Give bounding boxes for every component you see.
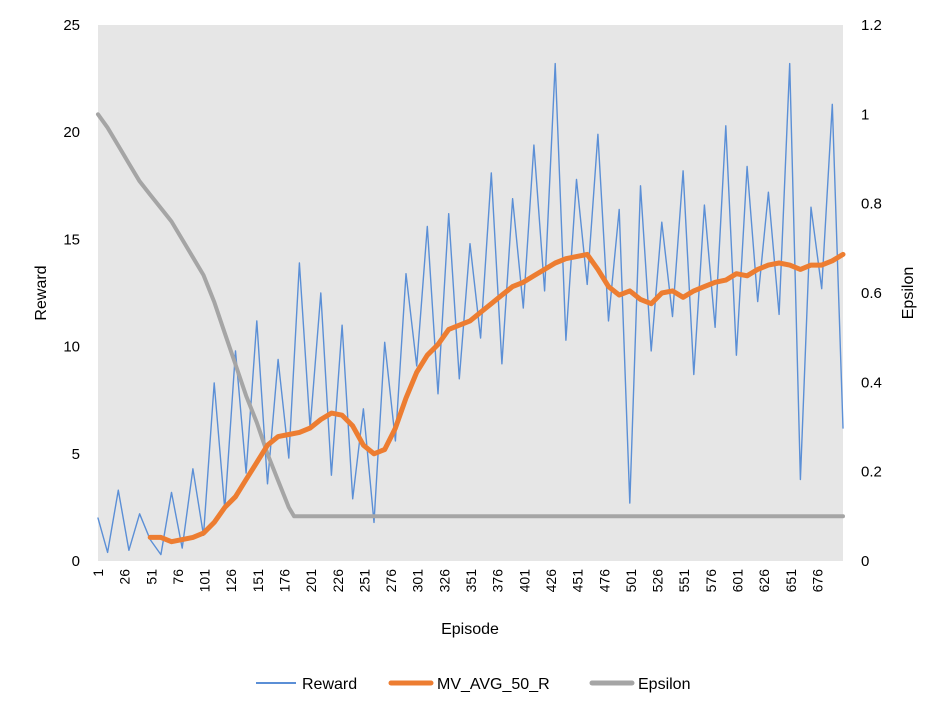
x-tick-label: 651	[783, 569, 799, 593]
x-tick-label: 176	[277, 569, 293, 593]
right-axis-ticks: 0 0.2 0.4 0.6 0.8 1 1.2	[861, 17, 882, 570]
x-tick-label: 601	[730, 569, 746, 593]
x-tick-label: 401	[516, 569, 532, 593]
x-tick-label: 526	[650, 569, 666, 593]
y2-axis-title: Epsilon	[900, 267, 917, 319]
x-tick-label: 276	[383, 569, 399, 593]
x-tick-label: 676	[809, 569, 825, 593]
x-tick-label: 426	[543, 569, 559, 593]
x-tick-label: 51	[143, 569, 159, 585]
y2-tick-label: 1	[861, 106, 869, 123]
x-tick-label: 26	[117, 569, 133, 585]
y-tick-label: 10	[63, 339, 80, 356]
left-axis-ticks: 0 5 10 15 20 25	[63, 17, 80, 570]
x-tick-label: 126	[223, 569, 239, 593]
x-tick-label: 626	[756, 569, 772, 593]
series-line-epsilon	[96, 112, 845, 519]
x-tick-label: 251	[357, 569, 373, 593]
legend-label-epsilon: Epsilon	[638, 676, 690, 693]
y2-tick-label: 1.2	[861, 17, 882, 34]
y2-tick-label: 0.6	[861, 285, 882, 302]
y2-tick-label: 0.8	[861, 196, 882, 213]
x-tick-label: 1	[90, 569, 106, 577]
x-tick-label: 376	[490, 569, 506, 593]
x-tick-label: 501	[623, 569, 639, 593]
x-tick-label: 226	[330, 569, 346, 593]
y2-tick-label: 0.4	[861, 374, 882, 391]
x-tick-label: 301	[410, 569, 426, 593]
y-tick-label: 0	[72, 553, 80, 570]
x-tick-label: 101	[197, 569, 213, 593]
y2-tick-label: 0.2	[861, 464, 882, 481]
y-tick-label: 5	[72, 446, 80, 463]
x-tick-label: 551	[676, 569, 692, 593]
x-tick-label: 151	[250, 569, 266, 593]
series-line-mv-avg-50-r	[147, 251, 846, 545]
x-tick-label: 476	[596, 569, 612, 593]
x-axis-ticks: 1 26 51 76 101 126 151 176 201 226 251 276 301 326 351…	[90, 569, 825, 593]
legend: Reward MV_AVG_50_R Epsilon	[256, 676, 690, 693]
y-axis-title: Reward	[33, 265, 50, 320]
legend-label-mv-avg: MV_AVG_50_R	[437, 676, 550, 693]
y-tick-label: 15	[63, 231, 80, 248]
legend-label-reward: Reward	[302, 676, 357, 693]
x-tick-label: 351	[463, 569, 479, 593]
x-tick-label: 451	[570, 569, 586, 593]
x-tick-label: 201	[303, 569, 319, 593]
y2-tick-label: 0	[861, 553, 869, 570]
x-tick-label: 76	[170, 569, 186, 585]
x-axis-title: Episode	[441, 621, 499, 638]
x-tick-label: 576	[703, 569, 719, 593]
x-tick-label: 326	[436, 569, 452, 593]
y-tick-label: 25	[63, 17, 80, 34]
series-layer	[96, 62, 846, 556]
series-line-reward	[97, 62, 844, 556]
y-tick-label: 20	[63, 124, 80, 141]
